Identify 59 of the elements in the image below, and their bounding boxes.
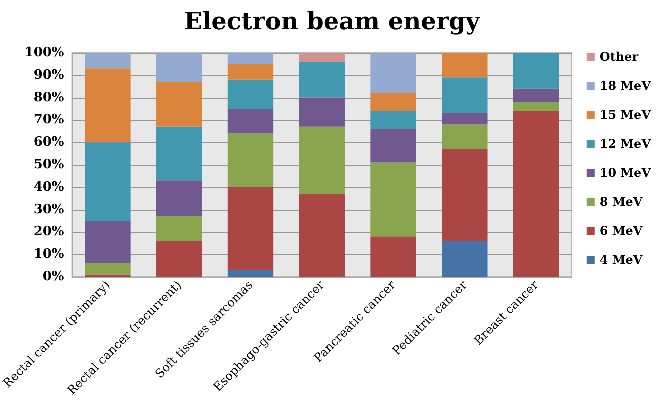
bar: [442, 149, 488, 242]
y-tick-label: 70%: [34, 112, 65, 128]
bar: [442, 241, 488, 277]
y-tick-label: 20%: [34, 224, 65, 240]
bar: [442, 124, 488, 150]
bar: [299, 126, 345, 194]
y-tick-label: 80%: [34, 90, 65, 106]
bar: [228, 53, 274, 64]
bar: [442, 53, 488, 78]
bar: [513, 111, 560, 277]
bar: [513, 53, 560, 89]
chart-title: Electron beam energy: [184, 6, 481, 36]
y-tick-label: 60%: [34, 135, 65, 150]
bar: [299, 194, 345, 277]
bar: [85, 68, 131, 143]
bar: [228, 109, 274, 134]
bar: [156, 241, 202, 277]
bar: [85, 221, 131, 264]
bar: [370, 93, 416, 112]
bar: [156, 53, 202, 82]
bar: [85, 53, 131, 69]
legend-label: 10 MeV: [600, 166, 652, 180]
bar: [370, 111, 416, 130]
y-tick-label: 100%: [24, 46, 65, 60]
bar: [228, 80, 274, 109]
bar: [228, 270, 274, 277]
bar: [370, 53, 416, 94]
bar: [156, 126, 202, 181]
y-tick-label: 90%: [34, 68, 65, 83]
bar: [299, 53, 345, 62]
bar: [370, 236, 416, 277]
bar: [370, 162, 416, 237]
bar: [156, 180, 202, 217]
bar: [85, 142, 131, 221]
legend-label: 18 MeV: [600, 79, 652, 93]
bar: [513, 102, 560, 112]
legend-label: 12 MeV: [600, 137, 652, 151]
legend-label: 15 MeV: [600, 108, 652, 122]
bar: [513, 88, 560, 102]
y-tick-label: 50%: [34, 158, 65, 172]
bar: [228, 64, 274, 80]
bar: [299, 98, 345, 127]
bar: [370, 129, 416, 163]
y-tick-label: 10%: [34, 247, 65, 262]
bar: [299, 62, 345, 98]
legend-label: 6 MeV: [600, 224, 644, 238]
y-tick-label: 30%: [34, 202, 65, 218]
bar: [228, 134, 274, 188]
bar: [85, 264, 131, 275]
legend-label: 8 MeV: [600, 195, 644, 209]
bar: [442, 113, 488, 125]
bar: [228, 187, 274, 270]
bar: [442, 78, 488, 114]
y-tick-label: 0%: [42, 270, 65, 284]
y-tick-label: 40%: [34, 180, 65, 195]
bar: [156, 216, 202, 242]
legend-label: Other: [600, 50, 640, 64]
bar: [156, 82, 202, 127]
legend-label: 4 MeV: [600, 253, 644, 267]
